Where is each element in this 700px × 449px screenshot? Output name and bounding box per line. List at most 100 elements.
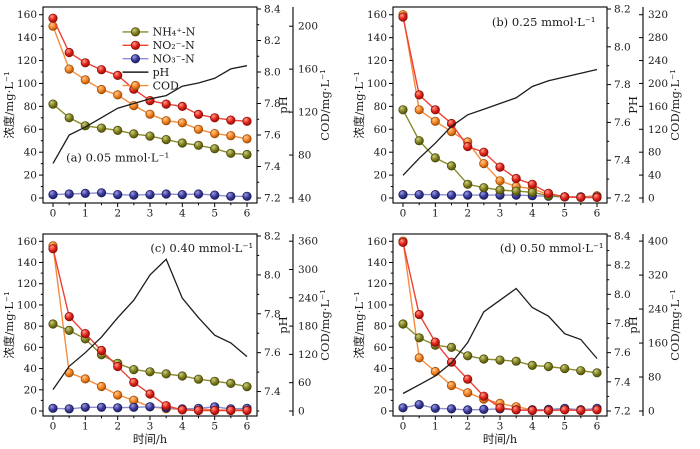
x-tick-label: 2 bbox=[114, 208, 121, 220]
conc-axis-title: 浓度/mg·L⁻¹ bbox=[352, 291, 366, 358]
x-tick-label: 6 bbox=[244, 421, 251, 433]
nh4-marker bbox=[145, 131, 155, 141]
conc-tick-label: 160 bbox=[17, 9, 37, 21]
no2-marker bbox=[463, 141, 473, 152]
no2-marker bbox=[226, 115, 236, 125]
nh4-marker bbox=[64, 113, 74, 123]
no2-marker bbox=[96, 65, 107, 75]
series-cod bbox=[398, 236, 602, 415]
no2-marker bbox=[64, 312, 74, 322]
x-tick-label: 5 bbox=[211, 208, 218, 220]
series-nh4 bbox=[48, 319, 252, 392]
no2-marker bbox=[495, 162, 505, 172]
ph-tick-label: 8.0 bbox=[264, 269, 281, 281]
ph-axis-title: pH bbox=[276, 316, 290, 333]
no2-marker bbox=[177, 101, 187, 112]
x-tick-label: 0 bbox=[50, 208, 57, 220]
series-ph bbox=[52, 65, 248, 164]
nh4-marker bbox=[463, 179, 473, 189]
x-tick-label: 4 bbox=[529, 208, 536, 220]
legend-label-cod: COD bbox=[153, 79, 179, 92]
x-axis-title: 时间/h bbox=[133, 432, 168, 446]
x-tick-label: 1 bbox=[82, 421, 89, 433]
ph-axis-title: pH bbox=[276, 96, 290, 113]
conc-axis-title: 浓度/mg·L⁻¹ bbox=[2, 291, 16, 358]
x-tick-label: 1 bbox=[432, 208, 439, 220]
x-axis: 0 1 2 3 4 5 6 时间/h bbox=[50, 416, 251, 446]
x-axis-title: 时间/h bbox=[483, 432, 518, 446]
series-no2 bbox=[48, 244, 252, 416]
series-cod bbox=[398, 10, 602, 202]
ph-tick-label: 7.4 bbox=[614, 155, 631, 167]
cod-marker bbox=[495, 176, 505, 186]
no2-marker bbox=[113, 361, 123, 372]
conc-tick-label: 80 bbox=[374, 101, 387, 113]
no2-marker bbox=[177, 405, 187, 415]
nh4-marker bbox=[479, 354, 489, 364]
conc-axis: 0 20 40 60 80 100 120 140 160 浓度/mg·L⁻¹ bbox=[352, 236, 393, 418]
no2-marker bbox=[543, 405, 554, 416]
conc-tick-label: 160 bbox=[17, 236, 37, 248]
cod-tick-label: 160 bbox=[648, 101, 668, 113]
no2-marker bbox=[145, 389, 155, 399]
no2-marker bbox=[560, 405, 570, 415]
nh4-marker bbox=[177, 138, 187, 148]
cod-tick-label: 120 bbox=[648, 124, 668, 136]
no2-marker bbox=[48, 13, 58, 23]
no2-marker bbox=[479, 391, 489, 401]
ph-axis: 7.2 7.4 7.6 7.8 8.0 8.2 PH bbox=[607, 4, 640, 205]
cod-marker bbox=[96, 381, 107, 392]
cod-tick-label: 40 bbox=[298, 193, 311, 205]
series-no2 bbox=[48, 13, 252, 126]
no2-marker bbox=[48, 244, 58, 254]
cod-marker bbox=[145, 109, 155, 119]
cod-tick-label: 160 bbox=[298, 64, 318, 76]
ph-tick-label: 8.2 bbox=[264, 231, 281, 243]
legend-label-no2: NO₂⁻-N bbox=[153, 39, 196, 52]
no3-marker bbox=[113, 403, 123, 413]
conc-tick-label: 20 bbox=[24, 384, 37, 396]
legend-label-ph: pH bbox=[153, 66, 170, 79]
series-ph bbox=[402, 68, 598, 176]
series-nh4 bbox=[398, 319, 602, 378]
conc-tick-label: 0 bbox=[380, 406, 387, 418]
x-tick-label: 3 bbox=[147, 208, 154, 220]
cod-marker bbox=[414, 105, 424, 115]
x-tick-label: 5 bbox=[211, 421, 218, 433]
nh4-marker bbox=[527, 360, 537, 370]
no2-marker bbox=[495, 403, 505, 413]
no2-marker bbox=[430, 105, 440, 115]
cod-tick-label: 400 bbox=[648, 236, 668, 248]
ph-tick-label: 7.6 bbox=[264, 130, 281, 142]
ph-tick-label: 8.2 bbox=[614, 260, 631, 272]
cod-tick-label: 200 bbox=[298, 21, 318, 33]
conc-tick-label: 0 bbox=[380, 193, 387, 205]
no2-marker bbox=[129, 377, 139, 387]
panel-c-canvas: 0 1 2 3 4 5 6 时间/h 0 20 40 60 80 100 120 140 160 浓度/mg·L⁻… bbox=[2, 231, 332, 447]
no2-marker bbox=[398, 12, 408, 22]
cod-marker bbox=[113, 390, 123, 400]
no2-marker bbox=[242, 405, 252, 416]
nh4-marker bbox=[64, 325, 74, 336]
conc-tick-label: 120 bbox=[367, 55, 387, 67]
ph-axis-title: PH bbox=[626, 96, 640, 114]
x-tick-label: 4 bbox=[179, 421, 186, 433]
no3-marker bbox=[446, 404, 457, 414]
cod-axis-title: COD/mg·L⁻¹ bbox=[318, 289, 332, 361]
cod-tick-label: 160 bbox=[648, 338, 668, 350]
ph-tick-label: 8.4 bbox=[264, 4, 281, 16]
legend-label-nh4: NH₄⁺-N bbox=[153, 26, 196, 39]
no2-marker bbox=[576, 405, 586, 416]
no2-marker bbox=[511, 405, 521, 415]
ph-tick-label: 7.6 bbox=[264, 347, 281, 359]
no2-marker bbox=[193, 405, 204, 416]
x-tick-label: 3 bbox=[497, 208, 504, 220]
nh4-marker bbox=[398, 105, 408, 115]
no3-marker bbox=[430, 190, 440, 200]
conc-tick-label: 20 bbox=[374, 384, 387, 396]
ph-tick-label: 8.0 bbox=[614, 41, 631, 53]
cod-axis: 40 80 120 160 200 COD/mg·L⁻¹ bbox=[289, 7, 332, 205]
no3-marker bbox=[161, 189, 171, 199]
no3-marker bbox=[446, 190, 457, 200]
no2-marker bbox=[242, 116, 252, 126]
